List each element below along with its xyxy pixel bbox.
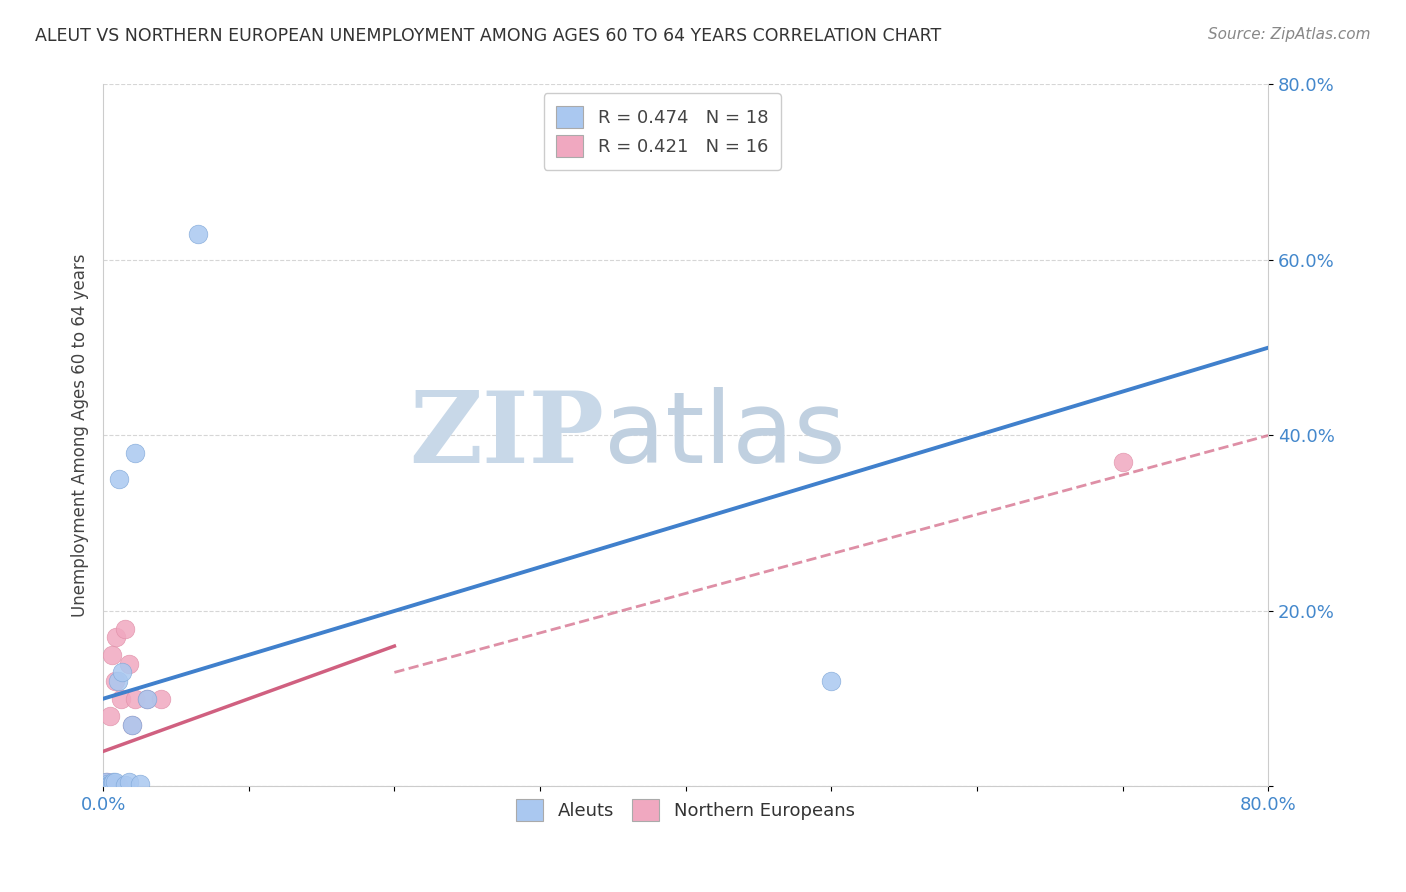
Point — [100, 778, 122, 792]
Point — [111, 665, 134, 680]
Point — [118, 657, 141, 671]
Y-axis label: Unemployment Among Ages 60 to 64 years: Unemployment Among Ages 60 to 64 years — [72, 253, 89, 617]
Point — [114, 622, 136, 636]
Point — [103, 775, 125, 789]
Point — [101, 777, 124, 791]
Point — [187, 227, 209, 241]
Point — [150, 691, 173, 706]
Point — [118, 775, 141, 789]
Point — [128, 777, 150, 791]
Point — [96, 777, 118, 791]
Point — [107, 778, 129, 792]
Point — [104, 775, 127, 789]
Text: ALEUT VS NORTHERN EUROPEAN UNEMPLOYMENT AMONG AGES 60 TO 64 YEARS CORRELATION CH: ALEUT VS NORTHERN EUROPEAN UNEMPLOYMENT … — [35, 27, 942, 45]
Point — [101, 648, 124, 662]
Point — [105, 630, 128, 644]
Text: Source: ZipAtlas.com: Source: ZipAtlas.com — [1208, 27, 1371, 42]
Text: ZIP: ZIP — [409, 387, 605, 484]
Point — [110, 691, 132, 706]
Point — [135, 691, 157, 706]
Point — [124, 691, 146, 706]
Point — [121, 718, 143, 732]
Point — [108, 472, 131, 486]
Point — [97, 777, 120, 791]
Point — [135, 691, 157, 706]
Point — [820, 674, 842, 689]
Point — [97, 778, 120, 792]
Point — [121, 718, 143, 732]
Point — [1111, 455, 1133, 469]
Text: atlas: atlas — [605, 387, 846, 484]
Point — [124, 446, 146, 460]
Point — [94, 775, 117, 789]
Legend: Aleuts, Northern Europeans: Aleuts, Northern Europeans — [503, 787, 868, 834]
Point — [94, 777, 117, 791]
Point — [96, 775, 118, 789]
Point — [114, 778, 136, 792]
Point — [100, 709, 122, 723]
Point — [107, 674, 129, 689]
Point — [104, 674, 127, 689]
